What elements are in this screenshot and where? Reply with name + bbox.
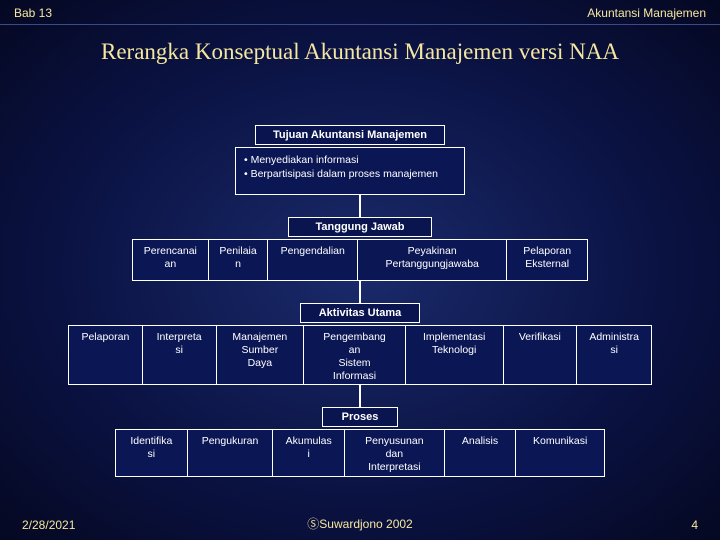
connector-3-4	[359, 385, 361, 407]
subject-label: Akuntansi Manajemen	[587, 6, 706, 20]
topbar: Bab 13 Akuntansi Manajemen	[0, 0, 720, 25]
chapter-label: Bab 13	[14, 6, 52, 20]
level3-cell-5: Verifikasi	[504, 326, 578, 384]
bullet-2: • Berpartisipasi dalam proses manajemen	[244, 167, 456, 181]
level4-cell-4: Analisis	[445, 430, 517, 476]
level2-cell-2: Pengendalian	[268, 240, 358, 280]
level4-cell-2: Akumulasi	[273, 430, 345, 476]
level2-header: Tanggung Jawab	[288, 217, 432, 237]
level2-cell-4: PelaporanEksternal	[507, 240, 587, 280]
slide-title: Rerangka Konseptual Akuntansi Manajemen …	[0, 25, 720, 85]
level3-cell-6: Administrasi	[577, 326, 651, 384]
level1-header: Tujuan Akuntansi Manajemen	[255, 125, 445, 145]
level1-body: • Menyediakan informasi • Berpartisipasi…	[235, 147, 465, 195]
connector-1-2	[359, 195, 361, 217]
footer-copyright: ⓈSuwardjono 2002	[307, 515, 412, 532]
bullet-1: • Menyediakan informasi	[244, 153, 456, 167]
level2-cell-1: Penilaian	[209, 240, 269, 280]
footer-date: 2/28/2021	[22, 518, 75, 532]
level3-row: Pelaporan Interpretasi ManajemenSumberDa…	[68, 325, 652, 385]
level3-header: Aktivitas Utama	[300, 303, 420, 323]
footer: 2/28/2021 ⓈSuwardjono 2002 4	[0, 518, 720, 532]
level2-cell-0: Perencanaian	[133, 240, 209, 280]
level3-cell-3: PengembanganSistemInformasi	[304, 326, 406, 384]
level4-row: Identifikasi Pengukuran Akumulasi Penyus…	[115, 429, 605, 477]
level4-cell-1: Pengukuran	[188, 430, 274, 476]
level3-cell-4: ImplementasiTeknologi	[406, 326, 504, 384]
level4-cell-5: Komunikasi	[516, 430, 604, 476]
level4-cell-3: PenyusunandanInterpretasi	[345, 430, 445, 476]
level3-cell-2: ManajemenSumberDaya	[217, 326, 305, 384]
footer-page: 4	[691, 518, 698, 532]
level3-cell-0: Pelaporan	[69, 326, 143, 384]
level2-row: Perencanaian Penilaian Pengendalian Peya…	[132, 239, 588, 281]
level3-cell-1: Interpretasi	[143, 326, 217, 384]
level4-header: Proses	[322, 407, 398, 427]
connector-2-3	[359, 281, 361, 303]
level2-cell-3: PeyakinanPertanggungjawaba	[358, 240, 507, 280]
level4-cell-0: Identifikasi	[116, 430, 188, 476]
